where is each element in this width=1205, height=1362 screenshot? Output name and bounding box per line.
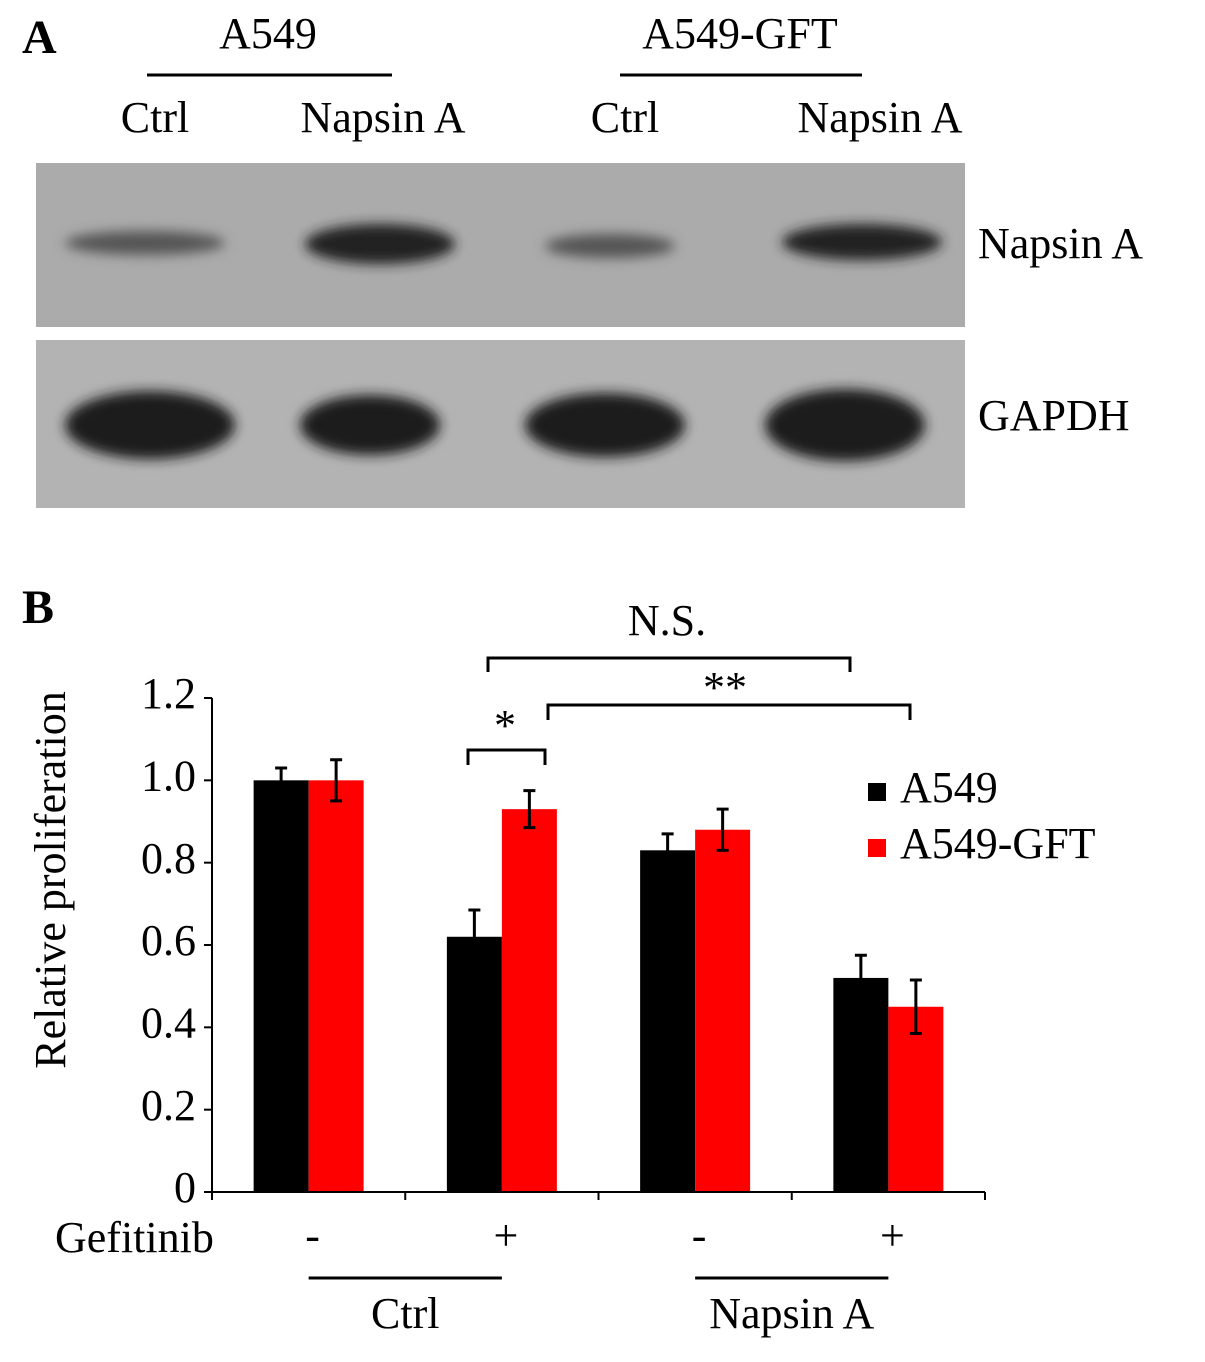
bracket bbox=[486, 656, 852, 672]
y-tick-label: 0.6 bbox=[141, 916, 196, 965]
group-label: A549-GFT bbox=[642, 9, 838, 58]
bar bbox=[253, 780, 309, 1192]
group-label: Ctrl bbox=[371, 1289, 439, 1338]
error-bar bbox=[661, 832, 674, 869]
error-bar bbox=[854, 953, 867, 1003]
x-tick-label: + bbox=[880, 1211, 905, 1260]
bar bbox=[888, 1006, 944, 1192]
annotation: * bbox=[494, 701, 516, 750]
bar bbox=[501, 809, 557, 1192]
lane-label: Ctrl bbox=[591, 93, 659, 142]
y-tick-label: 1.0 bbox=[141, 751, 196, 800]
error-bar bbox=[523, 789, 536, 830]
annotation: ** bbox=[703, 663, 747, 712]
error-bar bbox=[716, 807, 729, 852]
legend-swatch bbox=[868, 839, 886, 857]
lane-label: Napsin A bbox=[798, 93, 963, 142]
group-label: A549 bbox=[219, 9, 317, 58]
y-tick-label: 0.4 bbox=[141, 998, 196, 1047]
bar bbox=[308, 780, 364, 1192]
row-label: GAPDH bbox=[978, 391, 1130, 440]
x-tick-label: - bbox=[692, 1211, 707, 1260]
x-tick-label: - bbox=[305, 1211, 320, 1260]
legend-swatch bbox=[868, 783, 886, 801]
error-bar bbox=[468, 908, 481, 966]
row-label: Napsin A bbox=[978, 219, 1143, 268]
lane-label: Ctrl bbox=[121, 93, 189, 142]
panel-label: B bbox=[22, 581, 54, 634]
bracket bbox=[466, 748, 547, 765]
bar bbox=[833, 977, 889, 1192]
annotation: N.S. bbox=[628, 596, 706, 645]
panel-label: A bbox=[22, 11, 57, 64]
legend-label: A549 bbox=[900, 763, 998, 812]
lane-label: Napsin A bbox=[301, 93, 466, 142]
bar bbox=[695, 829, 751, 1192]
y-axis-label: Relative proliferation bbox=[26, 691, 75, 1069]
y-tick-label: 0.2 bbox=[141, 1081, 196, 1130]
bar bbox=[640, 850, 696, 1192]
x-tick-label: + bbox=[493, 1211, 518, 1260]
blot-napsin bbox=[36, 163, 965, 327]
x-axis-label: Gefitinib bbox=[55, 1213, 214, 1262]
group-label: Napsin A bbox=[709, 1289, 874, 1338]
error-bar bbox=[275, 766, 288, 795]
legend-label: A549-GFT bbox=[900, 819, 1096, 868]
blot-gapdh bbox=[36, 340, 965, 508]
y-tick-label: 0.8 bbox=[141, 834, 196, 883]
y-tick-label: 0 bbox=[174, 1163, 196, 1212]
error-bar bbox=[909, 978, 922, 1036]
bar bbox=[446, 936, 502, 1192]
bracket bbox=[546, 703, 912, 720]
error-bar bbox=[330, 758, 343, 803]
y-tick-label: 1.2 bbox=[141, 669, 196, 718]
